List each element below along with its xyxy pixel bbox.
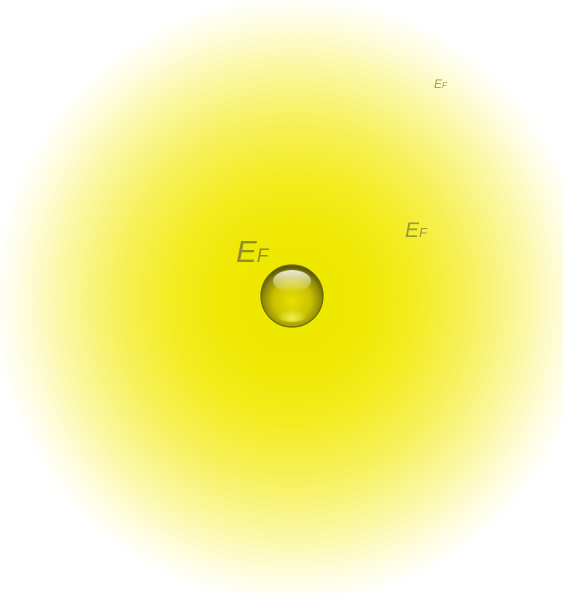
fermi-label-large-main: E <box>236 234 257 269</box>
electron-particle <box>260 264 324 328</box>
fermi-label-medium-main: E <box>405 219 420 242</box>
particle-reflection <box>272 298 312 322</box>
fermi-label-medium: EF <box>405 220 427 241</box>
fermi-label-small-main: E <box>434 77 443 91</box>
fermi-label-medium-sub: F <box>419 225 427 240</box>
fermi-label-small-sub: F <box>442 81 447 90</box>
fermi-label-large-sub: F <box>256 246 269 267</box>
particle-highlight <box>273 270 311 292</box>
fermi-label-small: EF <box>434 76 447 92</box>
fermi-label-large: EF <box>236 236 268 267</box>
